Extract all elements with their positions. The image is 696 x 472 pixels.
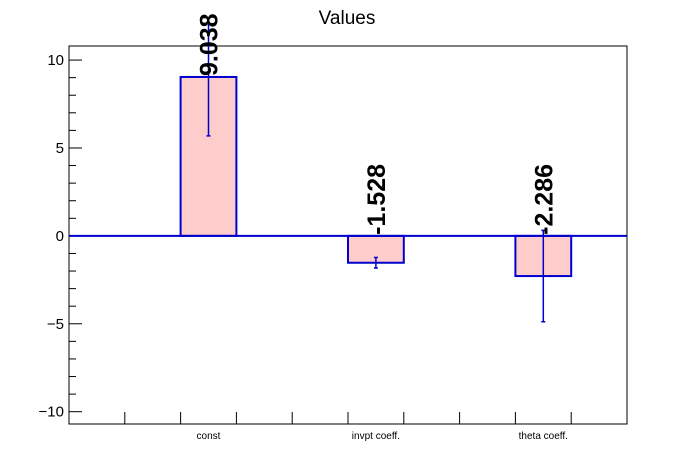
y-tick-label: 10 [47,52,64,69]
error-bars [206,17,546,323]
x-category-label: invpt coeff. [352,431,400,442]
chart-title: Values [319,8,376,29]
y-tick-label: 5 [56,140,64,157]
y-axis: 10 5 0 −5 −10 [39,52,82,421]
data-label: -1.528 [363,164,391,235]
data-label: 9.038 [196,13,224,76]
x-axis: const invpt coeff. theta coeff. [124,412,572,442]
data-label: -2.286 [530,164,558,235]
value-labels: 9.038 -1.528 -2.286 [196,13,559,235]
y-tick-label: −5 [47,316,64,333]
x-category-label: const [197,431,221,442]
x-category-label: theta coeff. [519,431,568,442]
y-tick-label: 0 [56,228,64,245]
y-tick-label: −10 [39,404,64,421]
